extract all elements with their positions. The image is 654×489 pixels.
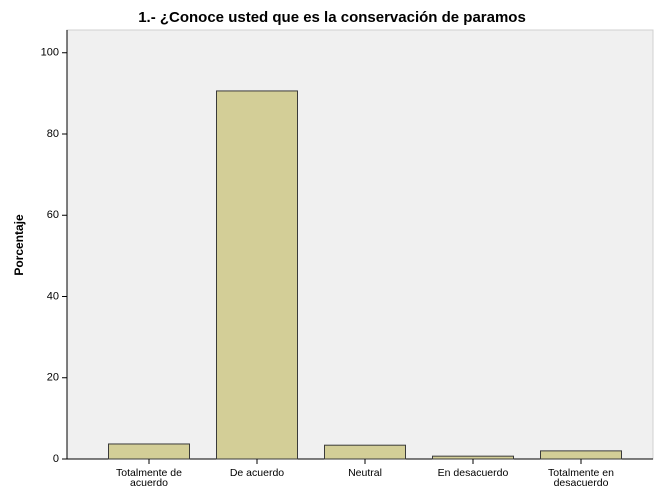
bar xyxy=(432,455,514,460)
y-tick-label: 100 xyxy=(41,47,59,59)
y-tick-label: 60 xyxy=(47,209,59,221)
y-tick-label: 80 xyxy=(47,128,59,140)
y-tick-label: 40 xyxy=(47,290,59,302)
y-axis-label: Porcentaje xyxy=(12,214,26,276)
x-tick-label: En desacuerdo xyxy=(437,467,509,479)
bar xyxy=(324,444,406,460)
y-tick-label: 20 xyxy=(47,372,59,384)
plot-area xyxy=(66,29,654,460)
x-tick-label: De acuerdo xyxy=(229,467,285,479)
x-tick-label: Totalmente de acuerdo xyxy=(116,467,182,489)
bar xyxy=(108,443,190,460)
y-tick-label: 0 xyxy=(53,453,59,465)
x-tick-label: Totalmente en desacuerdo xyxy=(548,467,614,489)
bar xyxy=(216,90,298,460)
x-tick-label: Neutral xyxy=(348,467,382,479)
chart-title: 1.- ¿Conoce usted que es la conservación… xyxy=(138,9,526,26)
bar xyxy=(540,450,622,460)
